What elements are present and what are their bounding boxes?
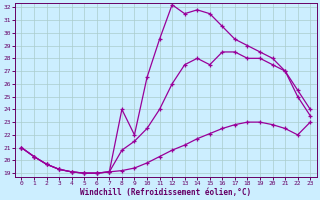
- X-axis label: Windchill (Refroidissement éolien,°C): Windchill (Refroidissement éolien,°C): [80, 188, 252, 197]
